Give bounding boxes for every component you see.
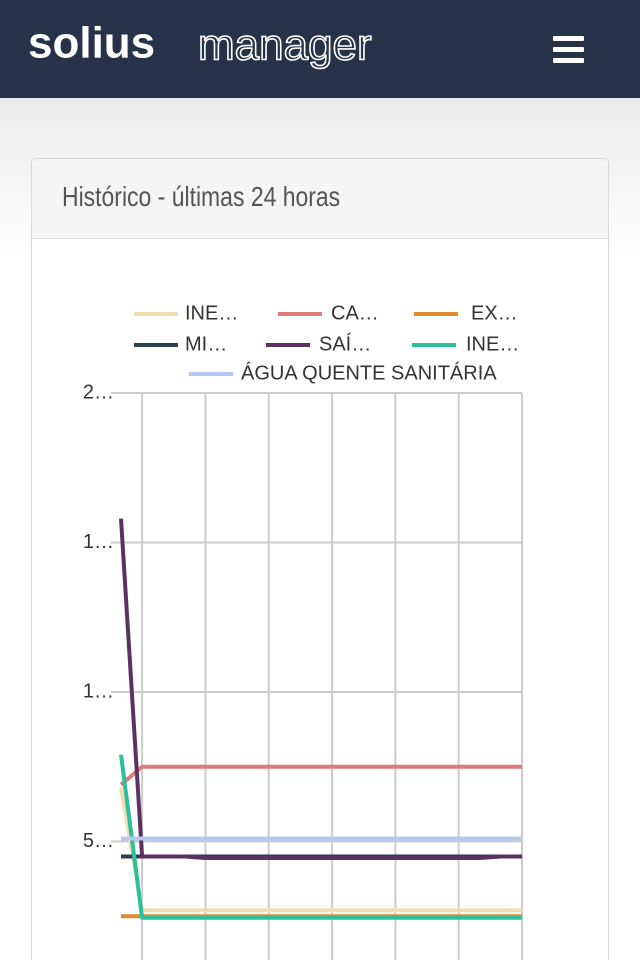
header-graphics: solius manager	[28, 19, 584, 70]
data-line	[119, 787, 522, 913]
legend-label: CA…	[331, 302, 379, 324]
data-line	[119, 518, 522, 860]
logo-light: manager	[198, 21, 372, 70]
card-header: Histórico - últimas 24 horas	[32, 159, 608, 239]
menu-button[interactable]	[553, 36, 584, 63]
chart: 5… 1… 1… 2… INE… CA… EX… MI… SAÍ… INE… ÁGUA QUENTE…	[83, 302, 523, 960]
legend-label: MI…	[185, 333, 227, 355]
header: solius manager	[0, 0, 640, 98]
y-tick-label: 5…	[83, 830, 114, 852]
y-tick-label: 1…	[83, 680, 114, 702]
legend-label: INE…	[185, 302, 238, 324]
legend-label: EX…	[471, 302, 518, 324]
menu-bar[interactable]	[553, 36, 584, 41]
card-title: Histórico - últimas 24 horas	[62, 181, 341, 212]
menu-bar[interactable]	[553, 58, 584, 63]
card: Histórico - últimas 24 horas 5… 1… 1… 2… INE…	[31, 158, 609, 960]
y-tick-label: 2…	[83, 381, 114, 403]
menu-bar[interactable]	[553, 47, 584, 52]
legend-label: SAÍ…	[319, 332, 371, 355]
logo-bold: solius	[28, 19, 155, 68]
y-tick-label: 1…	[83, 531, 114, 553]
data-line	[119, 764, 522, 787]
legend-label: INE…	[466, 333, 519, 355]
legend-label: ÁGUA QUENTE SANITÁRIA	[241, 361, 497, 384]
data-line	[119, 754, 522, 920]
